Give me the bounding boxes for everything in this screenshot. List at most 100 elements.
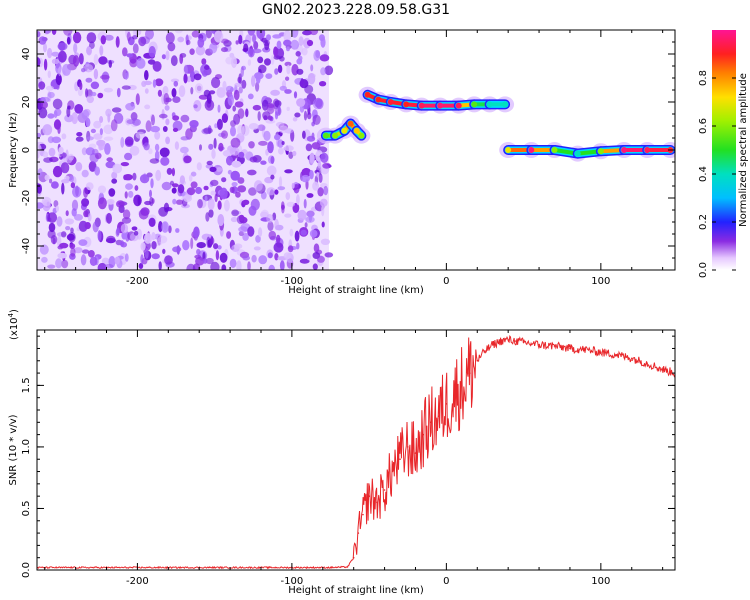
noise-speck: [274, 189, 279, 195]
x-tick-label: -100: [281, 276, 304, 287]
noise-speck: [217, 104, 221, 113]
noise-speck: [83, 63, 94, 73]
noise-speck: [188, 174, 193, 182]
noise-speck: [61, 179, 70, 184]
signal-point: [551, 147, 558, 153]
noise-speck: [230, 170, 240, 181]
noise-speck: [265, 73, 273, 79]
noise-speck: [57, 245, 64, 250]
noise-speck: [307, 73, 316, 85]
noise-speck: [258, 255, 268, 265]
noise-speck: [40, 101, 49, 109]
noise-speck: [172, 246, 182, 253]
noise-speck: [121, 217, 132, 224]
noise-speck: [143, 142, 150, 151]
snr-point: [352, 556, 355, 559]
noise-speck: [61, 182, 65, 195]
noise-speck: [139, 174, 150, 184]
noise-speck: [106, 212, 112, 224]
noise-speck: [48, 147, 56, 157]
noise-speck: [37, 168, 43, 177]
y-tick-label: -20: [21, 190, 32, 206]
snr-y-axis-label: SNR (10 * v/v): [8, 414, 19, 485]
noise-speck: [45, 85, 54, 91]
noise-speck: [72, 31, 82, 44]
snr-point: [491, 343, 494, 346]
noise-speck: [111, 178, 118, 184]
noise-speck: [155, 169, 162, 181]
noise-speck: [130, 112, 138, 121]
noise-speck: [115, 36, 120, 48]
snr-point: [430, 421, 432, 424]
noise-speck: [177, 184, 185, 194]
noise-speck: [221, 130, 228, 139]
noise-speck: [294, 112, 301, 118]
noise-speck: [216, 118, 223, 130]
noise-speck: [274, 134, 281, 141]
noise-speck: [266, 214, 274, 223]
noise-speck: [52, 98, 63, 110]
noise-speck: [172, 127, 179, 132]
noise-speck: [232, 105, 236, 112]
noise-speck: [180, 146, 189, 154]
signal-point: [322, 132, 329, 139]
snr-point: [538, 343, 540, 346]
noise-speck: [98, 142, 105, 151]
noise-speck: [51, 51, 60, 57]
noise-speck: [104, 143, 111, 155]
noise-speck: [135, 93, 140, 106]
noise-speck: [238, 151, 245, 158]
noise-speck: [104, 263, 114, 269]
snr-point: [646, 362, 648, 365]
y-tick-label: 0: [21, 147, 32, 153]
y-tick-label: 1.5: [21, 377, 32, 393]
noise-speck: [277, 139, 284, 148]
noise-speck: [72, 55, 80, 67]
noise-speck: [274, 218, 279, 231]
noise-speck: [217, 214, 225, 226]
snr-point: [515, 340, 517, 342]
svg-text:(x104): (x104): [7, 309, 20, 340]
noise-speck: [162, 126, 168, 132]
noise-speck: [248, 123, 259, 130]
noise-speck: [306, 193, 314, 198]
noise-speck: [135, 131, 146, 139]
noise-speck: [69, 243, 76, 250]
noise-speck: [190, 181, 198, 189]
x-tick-label: -100: [281, 576, 304, 587]
noise-speck: [300, 229, 307, 236]
noise-speck: [219, 252, 228, 263]
noise-speck: [206, 93, 212, 104]
noise-speck: [293, 91, 298, 99]
noise-speck: [182, 240, 190, 251]
noise-speck: [309, 170, 314, 180]
noise-speck: [231, 209, 240, 217]
noise-speck: [247, 226, 255, 237]
noise-speck: [253, 246, 261, 251]
snr-point: [468, 372, 471, 374]
noise-speck: [311, 142, 321, 150]
noise-speck: [168, 225, 172, 234]
noise-speck: [111, 107, 122, 113]
noise-speck: [116, 87, 121, 98]
noise-speck: [92, 221, 99, 233]
noise-speck: [252, 34, 257, 44]
noise-speck: [47, 91, 55, 99]
noise-speck: [48, 222, 56, 233]
noise-speck: [253, 180, 263, 192]
noise-speck: [231, 182, 238, 187]
noise-speck: [229, 147, 240, 156]
snr-point: [346, 566, 349, 568]
noise-speck: [94, 166, 100, 176]
noise-speck: [257, 56, 264, 64]
noise-speck: [243, 43, 249, 52]
noise-speck: [236, 260, 242, 270]
noise-speck: [216, 167, 223, 172]
noise-speck: [288, 151, 294, 159]
signal-point: [455, 102, 462, 109]
noise-speck: [264, 58, 271, 66]
noise-speck: [294, 230, 300, 242]
spectrogram-y-axis-label: Frequency (Hz): [8, 112, 19, 188]
x-tick-label: 0: [443, 276, 449, 287]
noise-speck: [124, 253, 129, 262]
